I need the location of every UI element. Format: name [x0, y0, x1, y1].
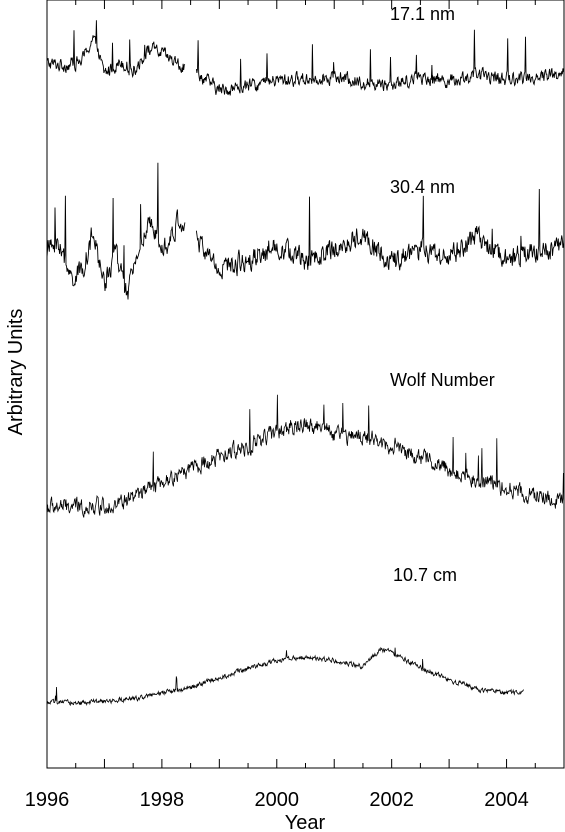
series-10-7-cm-line	[46, 646, 525, 707]
x-ticks: 1996 1998 2000 2002 2004	[25, 0, 536, 811]
x-tick-label: 2000	[255, 789, 300, 811]
series-wolf-number-line	[46, 394, 565, 518]
x-tick-label: 2004	[484, 789, 529, 811]
series-30-4-nm-line	[46, 162, 565, 300]
y-axis-label: Arbitrary Units	[5, 309, 27, 436]
x-tick-label: 2002	[369, 789, 414, 811]
series-17-1-nm-line	[46, 20, 565, 96]
x-tick-label: 1996	[25, 789, 70, 811]
series-label-10-7-cm: 10.7 cm	[393, 565, 457, 585]
x-axis-label: Year	[285, 812, 326, 832]
x-tick-label: 1998	[140, 789, 185, 811]
series-label-30-4-nm: 30.4 nm	[390, 177, 455, 197]
series-label-17-1-nm: 17.1 nm	[390, 4, 455, 24]
series-label-wolf-number: Wolf Number	[390, 370, 495, 390]
